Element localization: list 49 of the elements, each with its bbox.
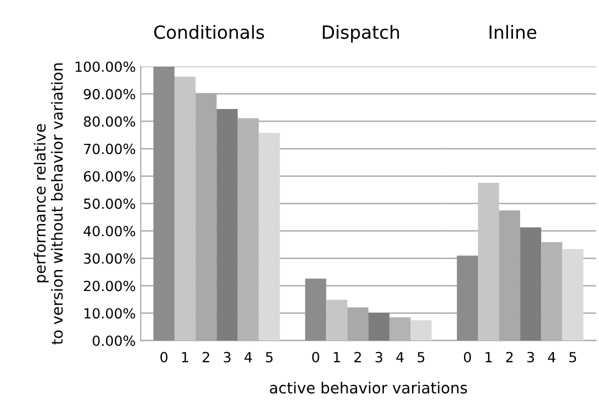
y-tick-label: 50.00% [84, 198, 136, 209]
bar [216, 108, 238, 341]
x-tick-label: 5 [418, 352, 424, 362]
y-tick-label: 100.00% [76, 61, 136, 72]
x-tick-label: 2 [354, 352, 361, 362]
x-tick-label: 4 [244, 352, 252, 362]
x-tick-label: 2 [202, 352, 210, 362]
y-tick-label: 0.00% [92, 336, 136, 346]
x-tick-label: 4 [396, 352, 404, 362]
x-tick-label: 1 [334, 352, 340, 362]
bar [389, 317, 411, 341]
x-tick-label: 0 [312, 352, 320, 362]
bar [456, 256, 478, 341]
x-tick-label: 1 [182, 352, 188, 362]
y-tick-label: 20.00% [84, 280, 136, 292]
x-tick-label: 0 [160, 352, 168, 362]
y-axis-title: performance relative to version without behavior variation [34, 63, 63, 344]
x-tick-label: 5 [266, 352, 273, 362]
x-tick-label: 4 [548, 352, 556, 362]
bar [153, 66, 174, 341]
bar [368, 312, 390, 341]
x-axis-title: active behavior variations [270, 382, 467, 394]
x-tick-label: 2 [506, 352, 513, 362]
bar [410, 320, 432, 341]
bar [238, 118, 259, 341]
bar [478, 182, 500, 341]
chart-title: Dispatch [322, 25, 399, 42]
chart-title: Inline [490, 25, 536, 39]
y-tick-label: 40.00% [84, 226, 136, 236]
x-tick-label: 1 [486, 352, 492, 362]
y-tick-label: 10.00% [84, 308, 136, 319]
y-tick-label: 70.00% [84, 144, 136, 154]
x-tick-label: 3 [376, 352, 382, 362]
bar [258, 132, 280, 341]
bar [541, 242, 562, 341]
bar [305, 278, 326, 341]
x-tick-label: 5 [569, 352, 576, 362]
bar [520, 227, 542, 341]
bar [326, 300, 348, 341]
x-tick-label: 3 [527, 352, 534, 362]
x-tick-label: 0 [464, 352, 471, 362]
bar [562, 249, 584, 341]
chart-title: Conditionals [154, 25, 264, 39]
x-tick-label: 3 [224, 352, 230, 362]
y-tick-label: 30.00% [84, 253, 136, 264]
y-tick-label: 60.00% [84, 171, 136, 182]
bar [174, 76, 196, 341]
y-tick-label: 80.00% [84, 116, 136, 127]
y-tick-label: 90.00% [84, 88, 136, 100]
